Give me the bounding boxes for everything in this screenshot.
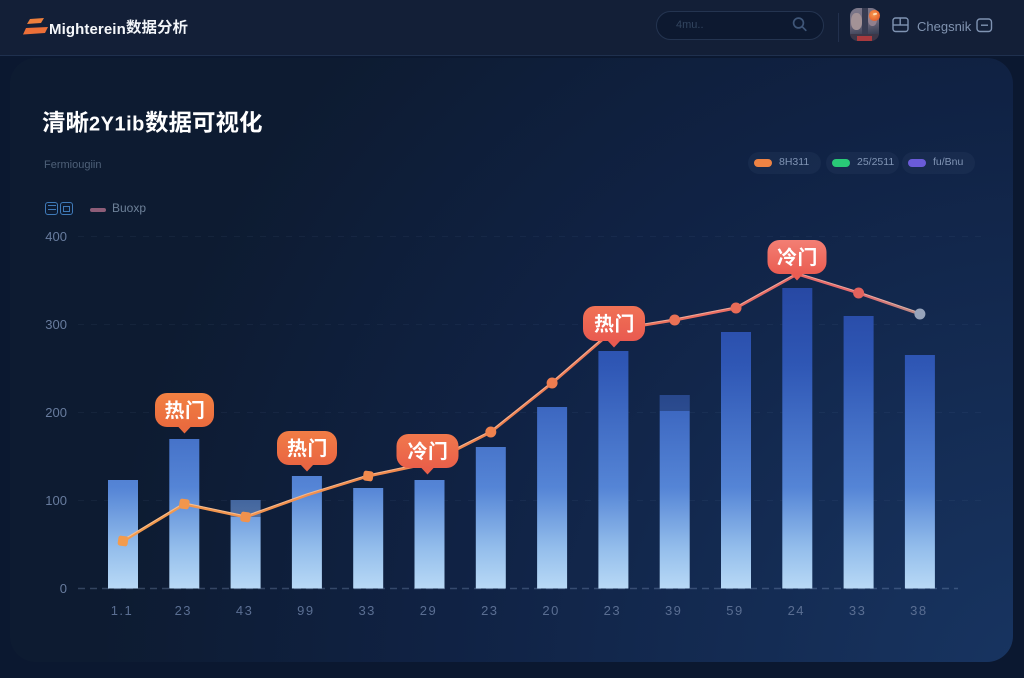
svg-text:29: 29 [420,603,437,618]
svg-text:99: 99 [297,603,314,618]
svg-text:400: 400 [45,229,67,244]
svg-text:200: 200 [45,405,67,420]
svg-text:39: 39 [665,603,682,618]
svg-text:43: 43 [236,603,253,618]
svg-text:300: 300 [45,317,67,332]
svg-text:59: 59 [726,603,743,618]
svg-text:1.1: 1.1 [111,603,134,618]
svg-text:38: 38 [910,603,927,618]
svg-text:20: 20 [542,603,559,618]
svg-text:23: 23 [604,603,621,618]
svg-text:24: 24 [788,603,805,618]
svg-text:23: 23 [175,603,192,618]
svg-text:33: 33 [849,603,866,618]
svg-text:100: 100 [45,493,67,508]
svg-text:23: 23 [481,603,498,618]
svg-text:33: 33 [358,603,375,618]
svg-text:0: 0 [60,581,67,596]
